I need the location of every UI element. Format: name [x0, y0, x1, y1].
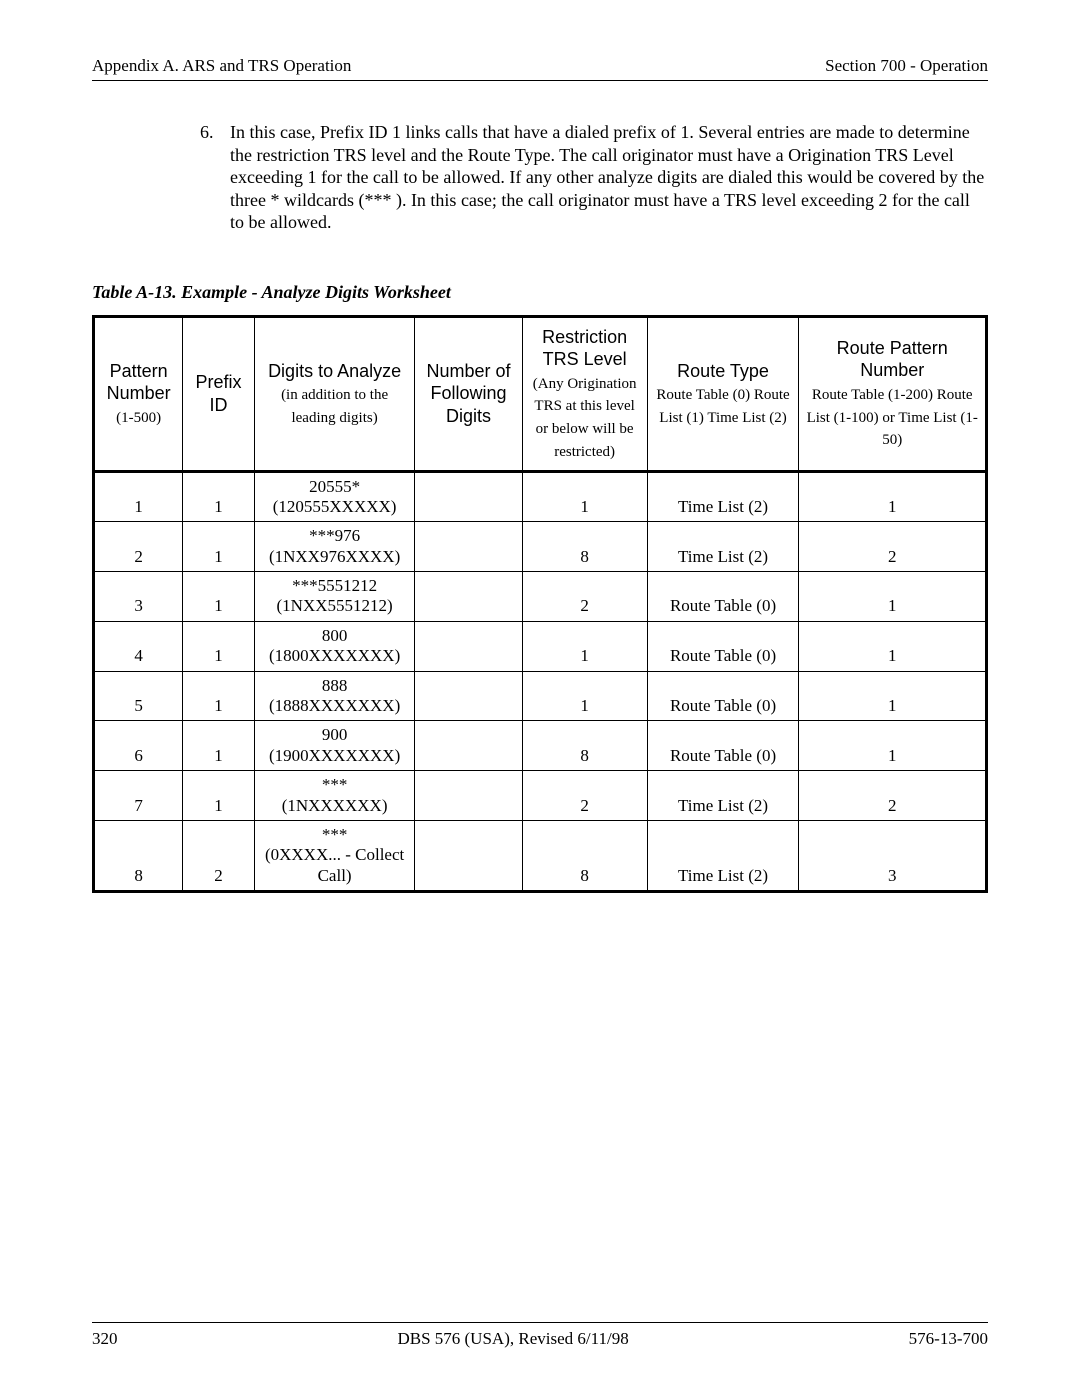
table-row: 51888(1888XXXXXXX)1Route Table (0)1 [94, 671, 987, 721]
col-main: Number of Following Digits [427, 361, 511, 426]
table-cell [415, 721, 522, 771]
table-cell: 1 [94, 471, 183, 522]
table-row: 31***5551212(1NXX5551212)2Route Table (0… [94, 572, 987, 622]
table-cell: 8 [522, 721, 647, 771]
table-cell: 800(1800XXXXXXX) [254, 621, 415, 671]
table-cell: 2 [799, 522, 987, 572]
footer-left: 320 [92, 1329, 118, 1349]
table-cell [415, 572, 522, 622]
col-main: Route Pattern Number [837, 338, 948, 381]
col-main: Restriction TRS Level [542, 327, 627, 370]
table-cell: 888(1888XXXXXXX) [254, 671, 415, 721]
page-header: Appendix A. ARS and TRS Operation Sectio… [92, 56, 988, 81]
header-left: Appendix A. ARS and TRS Operation [92, 56, 351, 76]
col-sub: (in addition to the leading digits) [281, 387, 388, 426]
table-cell: Time List (2) [647, 771, 799, 821]
table-cell: Route Table (0) [647, 572, 799, 622]
table-row: 61900(1900XXXXXXX)8Route Table (0)1 [94, 721, 987, 771]
table-cell: 1 [799, 671, 987, 721]
col-follow: Number of Following Digits [415, 316, 522, 471]
table-cell: Route Table (0) [647, 621, 799, 671]
table-cell: 2 [183, 820, 254, 891]
table-row: 71***(1NXXXXXX) 2Time List (2)2 [94, 771, 987, 821]
table-cell: 1 [183, 572, 254, 622]
table-cell: 1 [799, 471, 987, 522]
table-cell [415, 820, 522, 891]
table-row: 41800(1800XXXXXXX)1Route Table (0)1 [94, 621, 987, 671]
table-cell: ***5551212(1NXX5551212) [254, 572, 415, 622]
table-cell [415, 522, 522, 572]
col-main: Digits to Analyze [268, 361, 401, 381]
table-cell [415, 771, 522, 821]
table-cell: ***(0XXXX... - Collect Call) [254, 820, 415, 891]
table-cell: 5 [94, 671, 183, 721]
header-right: Section 700 - Operation [825, 56, 988, 76]
footer-center: DBS 576 (USA), Revised 6/11/98 [397, 1329, 628, 1349]
table-cell [415, 671, 522, 721]
col-rpn: Route Pattern Number Route Table (1-200)… [799, 316, 987, 471]
table-cell: 1 [183, 621, 254, 671]
table-cell: 1 [183, 671, 254, 721]
page: Appendix A. ARS and TRS Operation Sectio… [0, 0, 1080, 893]
col-sub: (Any Origination TRS at this level or be… [533, 376, 637, 460]
paragraph-text: In this case, Prefix ID 1 links calls th… [230, 121, 988, 234]
table-cell: 7 [94, 771, 183, 821]
table-cell: 1 [522, 471, 647, 522]
table-cell: 2 [94, 522, 183, 572]
table-cell: 8 [94, 820, 183, 891]
table-cell: 1 [522, 621, 647, 671]
footer-right: 576-13-700 [909, 1329, 988, 1349]
table-header-row: Pattern Number (1-500) Prefix ID Digits … [94, 316, 987, 471]
paragraph-number: 6. [200, 121, 230, 234]
page-footer: 320 DBS 576 (USA), Revised 6/11/98 576-1… [92, 1322, 988, 1349]
table-cell [415, 621, 522, 671]
table-cell: 1 [183, 471, 254, 522]
table-cell: 1 [799, 721, 987, 771]
table-cell: 8 [522, 820, 647, 891]
table-cell: 900(1900XXXXXXX) [254, 721, 415, 771]
table-cell: 3 [94, 572, 183, 622]
table-cell: Time List (2) [647, 471, 799, 522]
table-row: 21***976(1NXX976XXXX)8Time List (2)2 [94, 522, 987, 572]
table-cell: ***976(1NXX976XXXX) [254, 522, 415, 572]
table-cell: 1 [799, 572, 987, 622]
table-cell: 1 [183, 771, 254, 821]
table-cell: Route Table (0) [647, 721, 799, 771]
table-cell: 4 [94, 621, 183, 671]
col-route: Route Type Route Table (0) Route List (1… [647, 316, 799, 471]
table-cell: Route Table (0) [647, 671, 799, 721]
table-cell: Time List (2) [647, 820, 799, 891]
analyze-digits-table: Pattern Number (1-500) Prefix ID Digits … [92, 315, 988, 894]
col-trs: Restriction TRS Level (Any Origination T… [522, 316, 647, 471]
table-cell: 8 [522, 522, 647, 572]
table-caption: Table A-13. Example - Analyze Digits Wor… [92, 282, 988, 303]
col-sub: Route Table (1-200) Route List (1-100) o… [807, 387, 978, 449]
table-cell: 2 [522, 572, 647, 622]
table-cell [415, 471, 522, 522]
table-cell: 1 [522, 671, 647, 721]
table-cell: 6 [94, 721, 183, 771]
table-cell: 3 [799, 820, 987, 891]
table-row: 1120555*(120555XXXXX)1Time List (2)1 [94, 471, 987, 522]
col-sub: (1-500) [116, 410, 161, 426]
table-cell: 1 [799, 621, 987, 671]
table-cell: ***(1NXXXXXX) [254, 771, 415, 821]
table-row: 82***(0XXXX... - Collect Call)8Time List… [94, 820, 987, 891]
col-digits: Digits to Analyze (in addition to the le… [254, 316, 415, 471]
col-main: Pattern Number [107, 361, 171, 404]
col-main: Route Type [677, 361, 769, 381]
table-cell: 1 [183, 522, 254, 572]
table-cell: 2 [522, 771, 647, 821]
col-pattern: Pattern Number (1-500) [94, 316, 183, 471]
table-cell: 1 [183, 721, 254, 771]
table-body: 1120555*(120555XXXXX)1Time List (2)121**… [94, 471, 987, 892]
col-prefix: Prefix ID [183, 316, 254, 471]
numbered-paragraph: 6. In this case, Prefix ID 1 links calls… [200, 121, 988, 234]
table-cell: 20555*(120555XXXXX) [254, 471, 415, 522]
col-main: Prefix ID [196, 372, 242, 415]
col-sub: Route Table (0) Route List (1) Time List… [656, 387, 789, 426]
table-cell: Time List (2) [647, 522, 799, 572]
table-cell: 2 [799, 771, 987, 821]
